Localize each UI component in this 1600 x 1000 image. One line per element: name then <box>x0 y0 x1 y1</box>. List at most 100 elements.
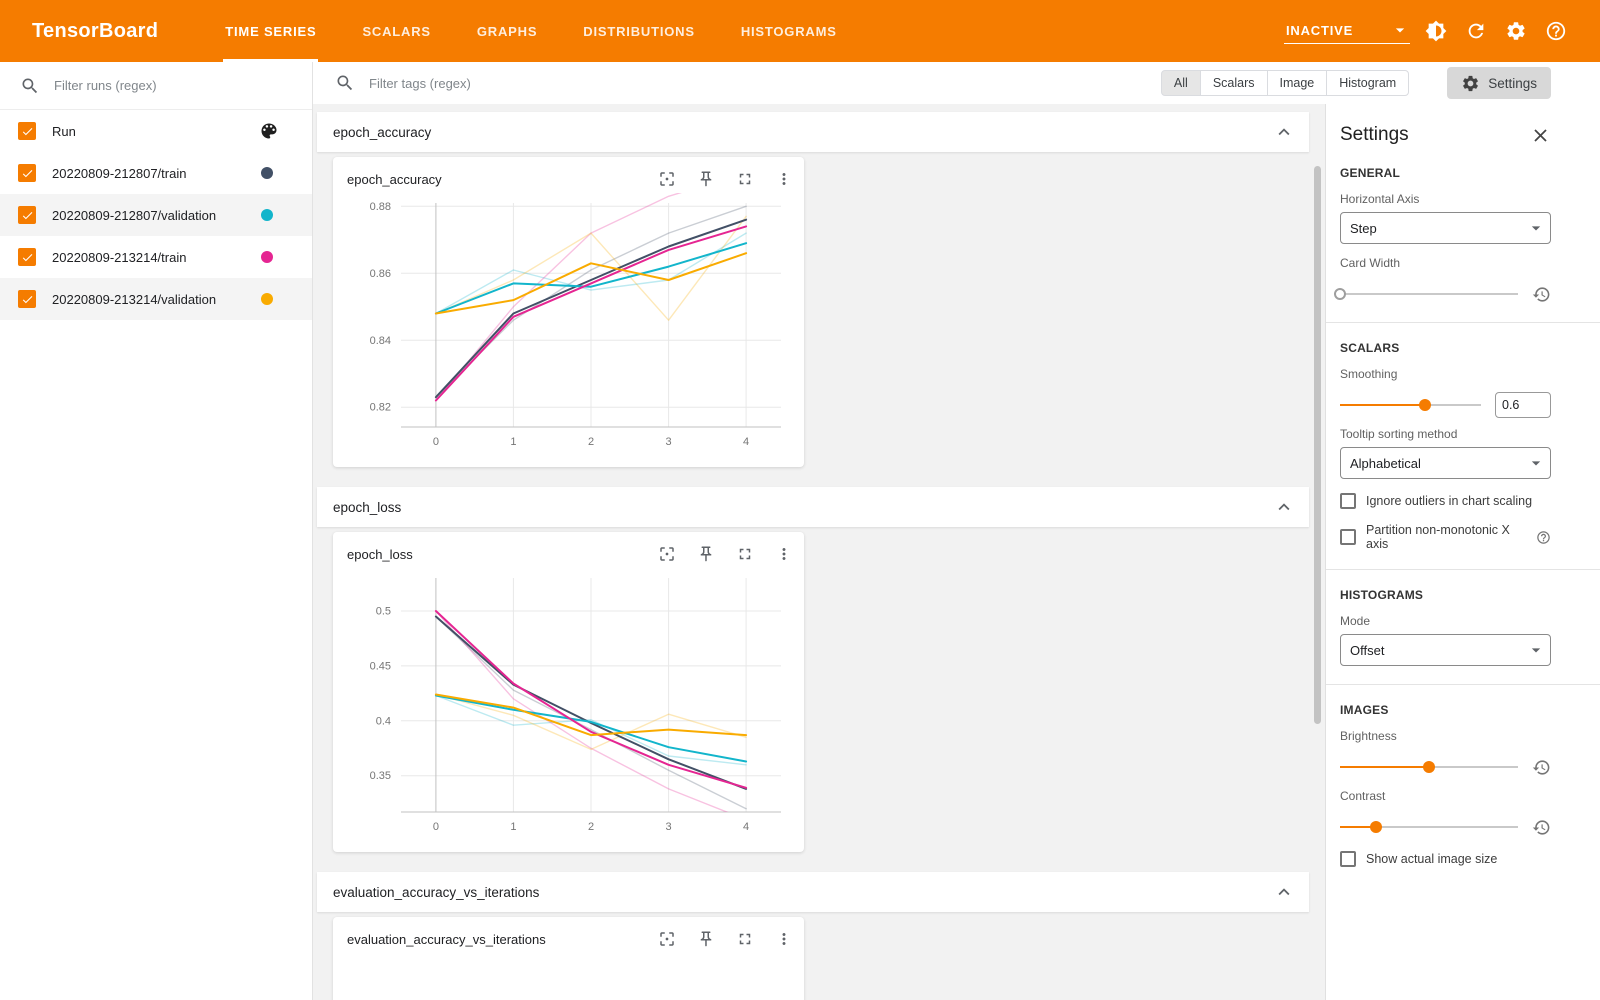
tab-histograms[interactable]: HISTOGRAMS <box>740 23 837 39</box>
run-row[interactable]: 20220809-213214/train <box>0 236 312 278</box>
expand-card-button[interactable] <box>733 542 757 566</box>
show-actual-size-checkbox[interactable] <box>1340 851 1356 867</box>
collapse-button[interactable] <box>1273 496 1295 518</box>
slider-thumb[interactable] <box>1418 399 1431 411</box>
tags-filter-input[interactable] <box>367 74 647 92</box>
pin-icon <box>697 930 715 948</box>
pin-card-button[interactable] <box>694 542 718 566</box>
svg-text:2: 2 <box>588 821 594 833</box>
help-button[interactable] <box>1536 11 1576 51</box>
app-logo[interactable]: TensorBoard <box>32 19 159 42</box>
chart-card-epoch-loss: epoch_loss 0.35 0.4 0.45 0.5 0 1 2 3 4 <box>333 532 804 852</box>
run-checkbox[interactable] <box>18 290 36 308</box>
horizontal-axis-value: Step <box>1350 220 1377 236</box>
ignore-outliers-row[interactable]: Ignore outliers in chart scaling <box>1340 493 1551 509</box>
filter-chip-scalars[interactable]: Scalars <box>1199 70 1268 96</box>
filter-chip-histogram[interactable]: Histogram <box>1326 70 1410 96</box>
more-options-button[interactable] <box>772 542 796 566</box>
content-scrollbar[interactable] <box>1314 166 1321 724</box>
smoothing-value-input[interactable] <box>1495 392 1551 418</box>
theme-toggle-button[interactable] <box>1416 11 1456 51</box>
run-checkbox[interactable] <box>18 206 36 224</box>
slider-thumb[interactable] <box>1334 288 1346 300</box>
tooltip-sorting-select[interactable]: Alphabetical <box>1340 447 1551 479</box>
section-title: evaluation_accuracy_vs_iterations <box>333 884 540 900</box>
run-row[interactable]: 20220809-212807/validation <box>0 194 312 236</box>
slider-thumb[interactable] <box>1423 761 1435 773</box>
epoch-accuracy-chart[interactable]: 0.82 0.84 0.86 0.88 0 1 2 3 4 <box>335 193 797 459</box>
card-width-row <box>1334 284 1551 304</box>
checkmark-icon <box>21 167 34 180</box>
fit-domain-button[interactable] <box>655 167 679 191</box>
card-title: epoch_accuracy <box>347 171 442 187</box>
pin-card-button[interactable] <box>694 167 718 191</box>
tab-scalars[interactable]: SCALARS <box>362 23 431 39</box>
help-icon <box>1536 530 1551 545</box>
expand-card-button[interactable] <box>733 167 757 191</box>
svg-text:4: 4 <box>743 821 749 833</box>
contrast-slider[interactable] <box>1340 817 1518 837</box>
partition-x-checkbox[interactable] <box>1340 529 1356 545</box>
slider-track <box>1340 826 1518 828</box>
tab-time-series[interactable]: TIME SERIES <box>223 0 319 62</box>
section-header-epoch-accuracy[interactable]: epoch_accuracy <box>317 112 1309 152</box>
run-color-dot <box>261 251 273 263</box>
run-row[interactable]: 20220809-213214/validation <box>0 278 312 320</box>
run-row[interactable]: 20220809-212807/train <box>0 152 312 194</box>
more-options-button[interactable] <box>772 167 796 191</box>
horizontal-axis-select[interactable]: Step <box>1340 212 1551 244</box>
partition-x-row[interactable]: Partition non-monotonic X axis <box>1340 523 1551 551</box>
palette-icon[interactable] <box>259 121 279 141</box>
run-checkbox[interactable] <box>18 164 36 182</box>
history-icon <box>1532 285 1551 304</box>
brightness-slider[interactable] <box>1340 757 1518 777</box>
run-group-header[interactable]: Run <box>0 110 312 152</box>
reset-brightness-button[interactable] <box>1532 758 1551 777</box>
show-actual-size-row[interactable]: Show actual image size <box>1340 851 1551 867</box>
evaluation-accuracy-chart[interactable] <box>335 953 797 1000</box>
slider-track <box>1340 293 1518 295</box>
histogram-mode-select[interactable]: Offset <box>1340 634 1551 666</box>
partition-x-label: Partition non-monotonic X axis <box>1366 523 1510 551</box>
collapse-button[interactable] <box>1273 121 1295 143</box>
main-region: All Scalars Image Histogram Settings epo… <box>313 62 1600 1000</box>
slider-thumb[interactable] <box>1369 821 1382 833</box>
close-settings-button[interactable] <box>1530 125 1551 146</box>
card-width-slider[interactable] <box>1334 284 1518 304</box>
section-header-evaluation-accuracy[interactable]: evaluation_accuracy_vs_iterations <box>317 872 1309 912</box>
fullscreen-icon <box>736 930 754 948</box>
more-options-button[interactable] <box>772 927 796 951</box>
epoch-loss-chart[interactable]: 0.35 0.4 0.45 0.5 0 1 2 3 4 <box>335 568 797 844</box>
divider <box>1326 322 1600 323</box>
search-icon <box>20 76 40 96</box>
filter-chip-image[interactable]: Image <box>1266 70 1328 96</box>
settings-gear-button[interactable] <box>1496 11 1536 51</box>
runs-sidebar: Run 20220809-212807/train 202 <box>0 62 313 1000</box>
settings-button[interactable]: Settings <box>1447 67 1551 99</box>
settings-button-label: Settings <box>1488 75 1537 91</box>
section-header-epoch-loss[interactable]: epoch_loss <box>317 487 1309 527</box>
settings-drawer-inner: Settings GENERAL Horizontal Axis Step Ca… <box>1326 104 1600 867</box>
smoothing-slider[interactable] <box>1340 395 1481 415</box>
run-color-dot <box>261 293 273 305</box>
reload-status-dropdown[interactable]: INACTIVE <box>1284 18 1410 44</box>
refresh-button[interactable] <box>1456 11 1496 51</box>
svg-text:4: 4 <box>743 436 749 448</box>
reset-card-width-button[interactable] <box>1532 285 1551 304</box>
expand-card-button[interactable] <box>733 927 757 951</box>
fit-domain-button[interactable] <box>655 542 679 566</box>
tab-graphs[interactable]: GRAPHS <box>476 23 538 39</box>
tab-distributions[interactable]: DISTRIBUTIONS <box>583 23 695 39</box>
reset-contrast-button[interactable] <box>1532 818 1551 837</box>
run-group-checkbox[interactable] <box>18 122 36 140</box>
chevron-down-icon <box>1390 20 1410 40</box>
run-checkbox[interactable] <box>18 248 36 266</box>
horizontal-axis-label: Horizontal Axis <box>1340 192 1420 206</box>
pin-card-button[interactable] <box>694 927 718 951</box>
collapse-button[interactable] <box>1273 881 1295 903</box>
ignore-outliers-checkbox[interactable] <box>1340 493 1356 509</box>
runs-filter-input[interactable] <box>52 77 312 94</box>
partition-x-help-button[interactable] <box>1536 530 1551 545</box>
filter-chip-all[interactable]: All <box>1160 70 1201 96</box>
fit-domain-button[interactable] <box>655 927 679 951</box>
